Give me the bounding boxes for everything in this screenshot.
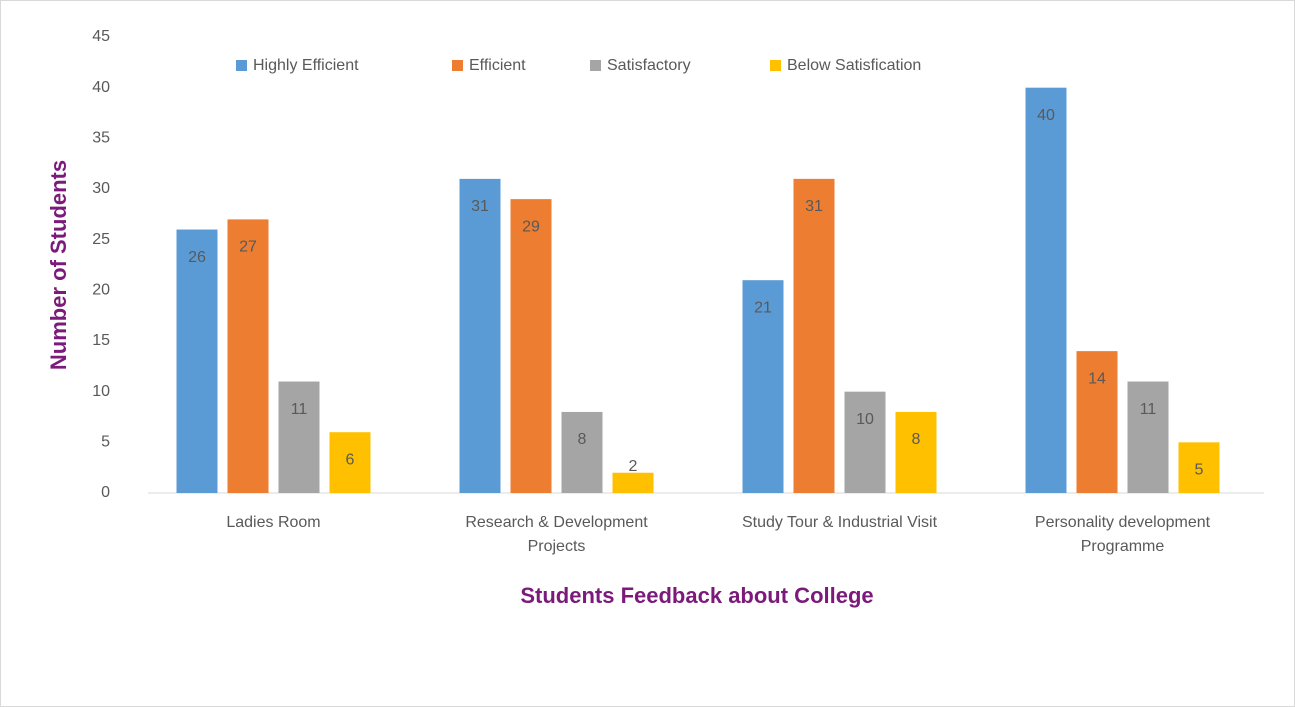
data-label: 11 <box>291 401 308 418</box>
bar <box>176 229 218 494</box>
x-tick-label: Study Tour & Industrial Visit <box>742 514 938 531</box>
data-label: 11 <box>1140 401 1157 418</box>
data-label: 21 <box>754 299 772 316</box>
legend-label: Satisfactory <box>607 57 691 74</box>
y-tick-label: 25 <box>92 231 110 248</box>
y-tick-label: 10 <box>92 383 110 400</box>
legend-swatch <box>770 60 781 71</box>
data-label: 31 <box>805 198 823 215</box>
x-axis-title: Students Feedback about College <box>520 583 873 608</box>
bar <box>895 411 937 493</box>
data-label: 40 <box>1037 107 1055 124</box>
bar <box>844 391 886 493</box>
y-tick-label: 35 <box>92 130 110 147</box>
data-label: 29 <box>522 218 540 235</box>
y-tick-label: 15 <box>92 332 110 349</box>
data-label: 8 <box>578 431 587 448</box>
y-tick-label: 5 <box>101 434 110 451</box>
x-tick-label: Research & Development Projects <box>465 514 648 555</box>
bar <box>1025 87 1067 494</box>
bar <box>510 199 552 493</box>
y-tick-label: 40 <box>92 79 110 96</box>
y-tick-label: 0 <box>101 484 110 501</box>
legend-swatch <box>236 60 247 71</box>
x-tick-label: Personality development Programme <box>1035 514 1211 555</box>
bar <box>329 432 371 493</box>
data-label: 5 <box>1195 462 1204 479</box>
data-label: 14 <box>1088 370 1106 387</box>
bar <box>793 178 835 493</box>
data-label: 26 <box>188 249 206 266</box>
legend-swatch <box>590 60 601 71</box>
data-label: 6 <box>346 451 355 468</box>
bar <box>1178 442 1220 493</box>
bar <box>1076 351 1118 493</box>
data-label: 2 <box>629 458 638 475</box>
y-tick-label: 45 <box>92 28 110 45</box>
bar <box>742 280 784 493</box>
bar <box>1127 381 1169 493</box>
bar <box>227 219 269 493</box>
bar <box>278 381 320 493</box>
y-tick-label: 30 <box>92 180 110 197</box>
data-label: 31 <box>471 198 489 215</box>
legend-label: Highly Efficient <box>253 57 359 74</box>
legend-swatch <box>452 60 463 71</box>
bar <box>612 472 654 493</box>
y-axis-title: Number of Students <box>46 160 71 370</box>
data-label: 10 <box>856 411 874 428</box>
data-label: 8 <box>912 431 921 448</box>
legend-label: Below Satisfication <box>787 57 921 74</box>
bar <box>459 178 501 493</box>
data-label: 27 <box>239 239 257 256</box>
legend-label: Efficient <box>469 57 526 74</box>
y-tick-label: 20 <box>92 282 110 299</box>
x-tick-label: Ladies Room <box>226 514 320 531</box>
bar <box>561 411 603 493</box>
